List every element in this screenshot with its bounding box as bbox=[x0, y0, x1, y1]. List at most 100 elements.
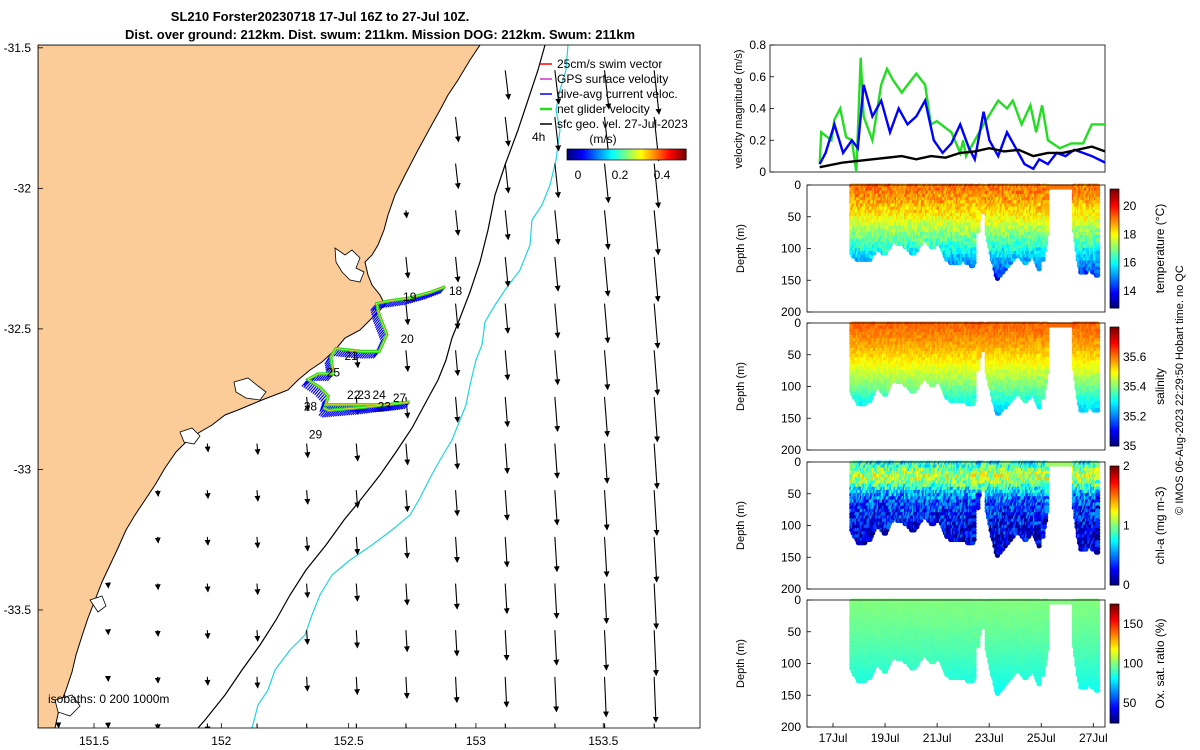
geo-velocity-arrow bbox=[304, 490, 311, 505]
map-colorbar-step bbox=[576, 149, 580, 160]
map-colorbar-step bbox=[606, 149, 610, 160]
geo-velocity-arrow bbox=[504, 396, 511, 428]
geo-velocity-arrow bbox=[553, 630, 560, 666]
geo-velocity-arrow bbox=[254, 583, 261, 596]
legend-gps: GPS surface velocity bbox=[540, 72, 668, 86]
map-legend: 25cm/s swim vector GPS surface velocity … bbox=[540, 57, 688, 131]
geo-velocity-arrow bbox=[304, 630, 311, 645]
geo-velocity-arrow bbox=[454, 210, 461, 236]
map-colorbar-step bbox=[608, 149, 612, 160]
map-colorbar-step bbox=[636, 149, 639, 160]
map-colorbar-step bbox=[654, 149, 657, 160]
geo-velocity-arrow bbox=[304, 396, 311, 412]
geo-velocity-arrow bbox=[603, 630, 610, 671]
day-label: 20 bbox=[401, 332, 415, 346]
geo-velocity-arrow bbox=[454, 163, 461, 190]
day-label: 19 bbox=[403, 290, 417, 304]
map-colorbar-step bbox=[598, 149, 602, 160]
geo-velocity-arrow bbox=[553, 676, 560, 713]
velocity-y-tick-label: 0 bbox=[759, 165, 766, 179]
map-x-tick-label: 153 bbox=[466, 734, 486, 748]
section-colorbar-label: temperature (°C) bbox=[1153, 204, 1167, 294]
geo-velocity-arrow bbox=[603, 70, 612, 110]
geo-velocity-arrow bbox=[454, 350, 461, 377]
geo-velocity-arrow bbox=[503, 583, 510, 615]
geo-velocity-arrow bbox=[405, 723, 407, 728]
geo-velocity-arrow bbox=[554, 210, 561, 246]
geo-velocity-arrow bbox=[554, 350, 561, 386]
geo-velocity-arrow bbox=[603, 396, 611, 438]
map-x-tick-label: 153.5 bbox=[588, 734, 618, 748]
map-colorbar-step bbox=[602, 149, 606, 160]
geo-velocity-arrow bbox=[404, 490, 411, 513]
map-colorbar-step bbox=[674, 149, 677, 160]
map-colorbar-step bbox=[644, 149, 647, 160]
map-x-tick-label: 152.5 bbox=[334, 734, 364, 748]
map-colorbar-step bbox=[568, 149, 572, 160]
geo-velocity-arrow bbox=[504, 210, 511, 241]
section-data-point bbox=[1040, 256, 1046, 262]
geo-velocity-arrow bbox=[204, 490, 211, 500]
geo-velocity-arrow bbox=[354, 443, 361, 462]
map-colorbar-tick: 0.4 bbox=[654, 168, 671, 182]
isobath-legend-text: isobaths: 0 200 1000m bbox=[48, 692, 169, 706]
geo-velocity-arrow bbox=[154, 490, 161, 497]
map-colorbar-step bbox=[572, 149, 576, 160]
map-colorbar-step bbox=[632, 149, 636, 160]
map-frame bbox=[37, 44, 701, 729]
geo-velocity-arrow bbox=[354, 350, 361, 369]
geo-velocity-arrow bbox=[653, 210, 661, 256]
map-colorbar-step bbox=[630, 149, 634, 160]
geo-velocity-arrow bbox=[554, 163, 561, 199]
map-colorbar-step bbox=[626, 149, 630, 160]
section-data-point bbox=[1036, 266, 1042, 272]
geo-velocity-arrow bbox=[254, 536, 261, 549]
velocity-series-line bbox=[818, 84, 1106, 171]
map-colorbar-step bbox=[622, 149, 626, 160]
geo-velocity-arrow bbox=[304, 676, 311, 692]
map-colorbar-step bbox=[596, 149, 600, 160]
map-colorbar-step bbox=[604, 149, 608, 160]
section-y-tick-label: 50 bbox=[788, 210, 802, 224]
map-colorbar-step bbox=[678, 149, 681, 160]
geo-velocity-arrow bbox=[454, 490, 461, 517]
day-label: 23 bbox=[378, 399, 392, 413]
map-colorbar-step bbox=[594, 149, 598, 160]
day-label: 23 bbox=[357, 388, 371, 402]
geo-velocity-arrow bbox=[603, 163, 611, 204]
geo-velocity-arrow bbox=[454, 116, 461, 143]
geo-velocity-arrow bbox=[653, 70, 662, 115]
map-colorbar-step bbox=[666, 149, 669, 160]
map-colorbar-step bbox=[668, 149, 671, 160]
geo-velocity-arrow bbox=[653, 583, 660, 630]
geo-velocity-arrow bbox=[503, 536, 510, 568]
lake-outline bbox=[89, 595, 107, 613]
geo-velocity-arrow bbox=[652, 630, 659, 677]
map-colorbar-step bbox=[646, 149, 649, 160]
section-colorbar-tick: 18 bbox=[1123, 227, 1137, 241]
geo-velocity-arrow bbox=[304, 583, 311, 599]
map-y-tick-label: -33 bbox=[14, 462, 32, 476]
map-colorbar-step bbox=[590, 149, 594, 160]
geo-velocity-arrow bbox=[603, 536, 610, 578]
lake-outline bbox=[54, 694, 81, 717]
geo-velocity-arrow bbox=[504, 256, 511, 288]
geo-velocity-arrow bbox=[603, 256, 611, 297]
section-data-point bbox=[976, 215, 982, 221]
map-colorbar-step bbox=[610, 149, 614, 160]
map-colorbar-step bbox=[628, 149, 632, 160]
geo-velocity-arrow bbox=[653, 536, 660, 583]
map-colorbar-step bbox=[574, 149, 578, 160]
geo-velocity-arrow bbox=[554, 256, 561, 292]
day-label: 25 bbox=[327, 366, 341, 380]
geo-velocity-arrow bbox=[554, 303, 561, 339]
map-colorbar: (m/s) 0 0.2 0.4 bbox=[566, 132, 687, 182]
geo-velocity-arrow bbox=[404, 396, 411, 419]
legend-dive: dive-avg current veloc. bbox=[540, 87, 678, 101]
day-label: 24 bbox=[373, 388, 387, 402]
isobath-200m bbox=[197, 45, 546, 728]
